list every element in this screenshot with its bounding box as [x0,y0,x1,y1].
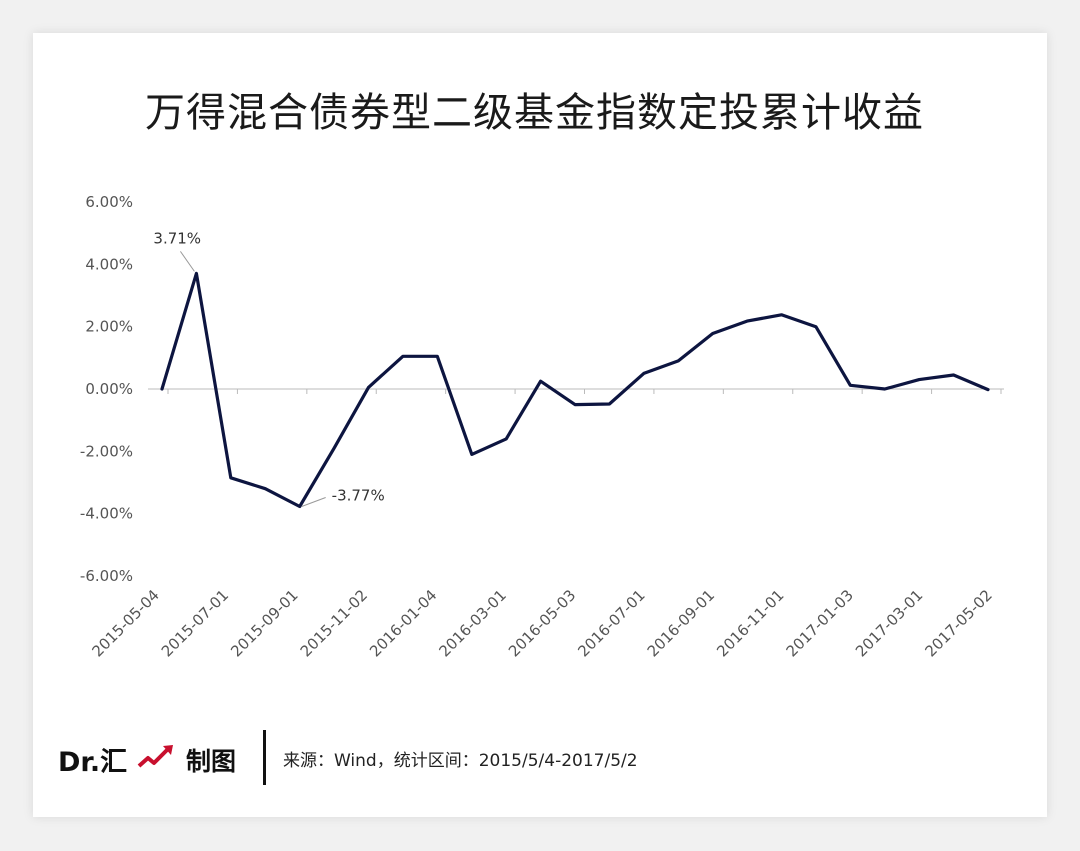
y-tick-label: -2.00% [80,442,133,460]
x-tick-label: 2017-03-01 [852,586,926,660]
y-tick-label: 2.00% [85,318,133,336]
y-tick-label: 6.00% [85,193,133,211]
x-tick-label: 2015-05-04 [88,586,162,660]
x-tick-label: 2017-01-03 [783,586,857,660]
x-tick-label: 2017-05-02 [921,586,995,660]
x-tick-label: 2015-11-02 [297,586,371,660]
trend-up-icon [137,745,173,768]
x-tick-label: 2016-05-03 [505,586,579,660]
x-tick-label: 2016-11-01 [713,586,787,660]
annotation-label: -3.77% [332,486,385,504]
x-tick-label: 2016-01-04 [366,586,440,660]
x-tick-label: 2015-07-01 [158,586,232,660]
annotation-label: 3.71% [153,229,201,247]
source-note: 来源：Wind，统计区间：2015/5/4-2017/5/2 [283,751,638,771]
x-tick-label: 2016-07-01 [574,586,648,660]
annotation-leader [301,497,326,507]
y-tick-label: -4.00% [80,505,133,523]
y-tick-label: 0.00% [85,380,133,398]
made-by-label: 制图 [186,747,237,776]
x-tick-label: 2015-09-01 [227,586,301,660]
x-tick-label: 2016-03-01 [436,586,510,660]
y-tick-label: 4.00% [85,255,133,273]
chart-title: 万得混合债券型二级基金指数定投累计收益 [145,90,924,136]
series-line [160,271,990,509]
chart-card [33,33,1047,817]
brand-logo-text: Dr.汇 [58,747,128,778]
footer-divider [263,730,266,785]
y-tick-label: -6.00% [80,567,133,585]
x-tick-label: 2016-09-01 [644,586,718,660]
annotation-leader [180,251,195,272]
